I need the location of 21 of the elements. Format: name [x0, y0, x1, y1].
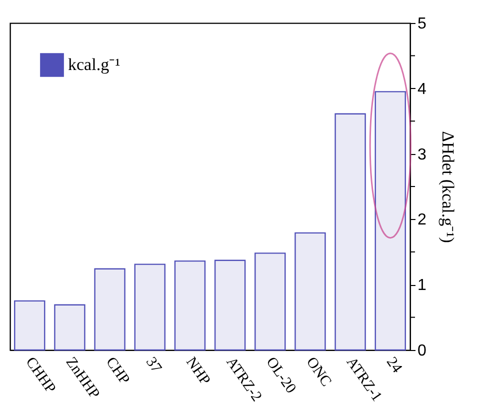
y-tick-label: 4 — [418, 80, 426, 98]
bar — [174, 260, 206, 351]
y-axis-title: ΔHdet (kcal.g⁻¹) — [438, 131, 458, 243]
bar — [214, 260, 246, 351]
x-tick-label: 24 — [382, 354, 405, 376]
x-tick-label: CHP — [102, 354, 132, 388]
bar — [374, 91, 406, 351]
y-tick-label: 5 — [418, 16, 426, 32]
y-tick-label: 1 — [418, 277, 426, 294]
bar — [134, 264, 166, 351]
y-tick-label: 0 — [418, 342, 426, 360]
y-tick-label: 3 — [418, 146, 426, 164]
y-tick-label: 2 — [418, 212, 426, 229]
bar — [254, 252, 286, 351]
bar — [94, 268, 126, 351]
bar — [54, 304, 86, 351]
x-tick-label: 37 — [142, 354, 165, 376]
bar — [294, 232, 326, 351]
legend-label: kcal.g⁻¹ — [68, 55, 120, 74]
bar — [334, 113, 366, 351]
bar — [14, 300, 46, 351]
